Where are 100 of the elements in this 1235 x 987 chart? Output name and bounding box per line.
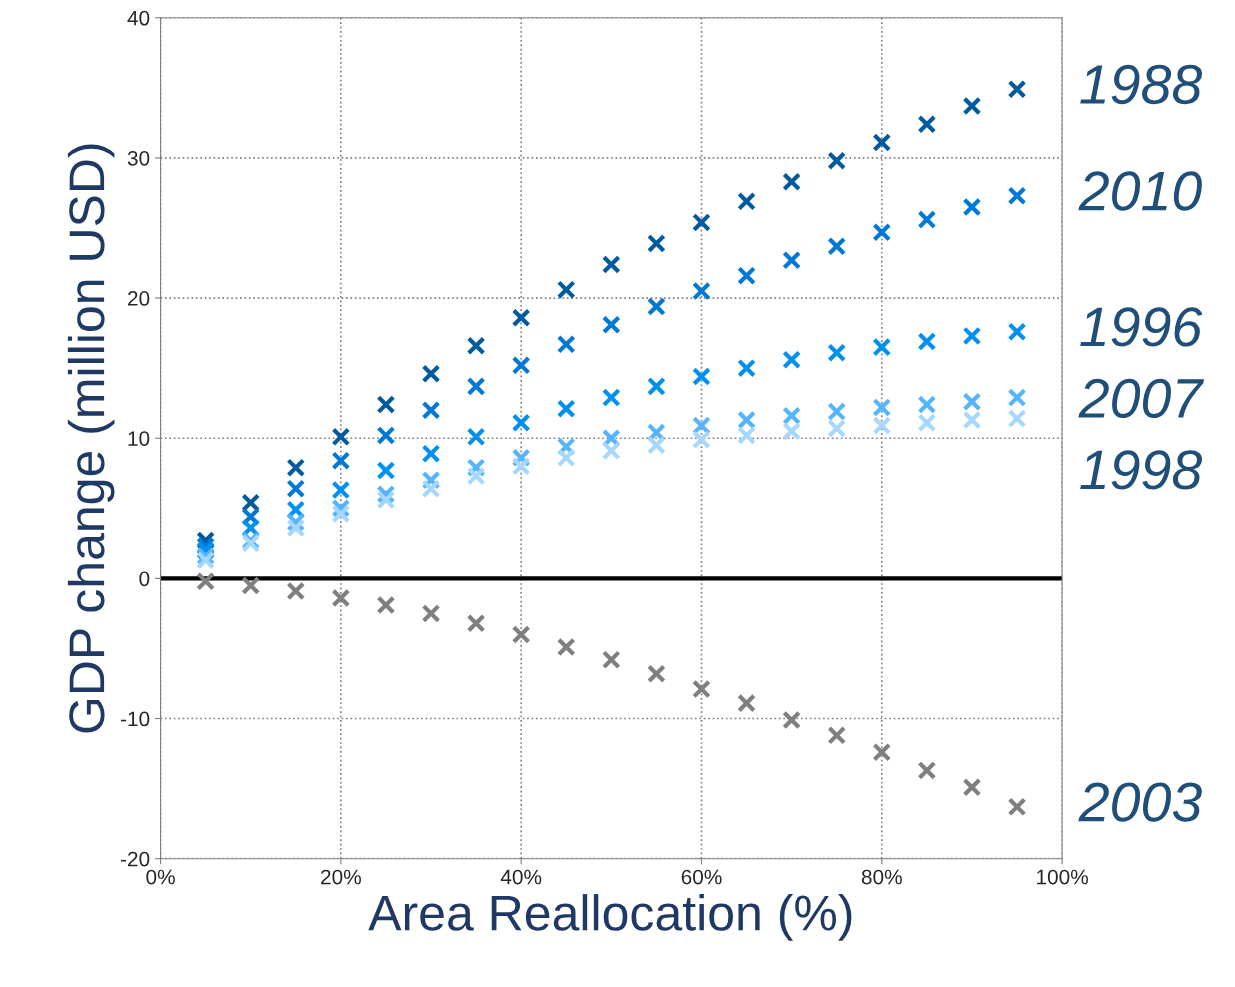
series-label: 1988: [1080, 64, 1203, 105]
point: [827, 236, 847, 256]
point: [827, 725, 847, 745]
point: [1007, 797, 1027, 817]
point: [917, 761, 937, 780]
x-tick-label: 0%: [146, 869, 175, 885]
point: [331, 504, 351, 524]
point: [692, 213, 711, 232]
point: [196, 571, 215, 591]
point: [737, 410, 756, 430]
point: [872, 398, 892, 417]
point: [556, 334, 576, 354]
point: [692, 367, 711, 386]
series-label: 2007: [1078, 378, 1205, 419]
point: [647, 664, 666, 684]
point: [196, 550, 215, 570]
y-tick-label: -20: [120, 851, 150, 867]
point: [827, 343, 847, 363]
point: [737, 426, 756, 445]
point: [511, 625, 531, 644]
point: [331, 588, 351, 608]
point: [511, 355, 531, 375]
point: [601, 315, 621, 335]
point: [647, 297, 666, 316]
point: [601, 650, 621, 670]
point: [1007, 388, 1027, 407]
point: [331, 480, 351, 500]
point: [511, 413, 531, 433]
point: [601, 441, 621, 461]
point: [962, 197, 982, 217]
point: [692, 679, 711, 699]
x-tick-label: 20%: [321, 869, 361, 885]
point: [376, 395, 396, 414]
x-axis-title: Area Reallocation (%): [368, 894, 852, 941]
point: [556, 280, 576, 300]
point: [1007, 186, 1027, 206]
y-tick-label: 30: [127, 150, 150, 166]
point: [331, 427, 351, 447]
y-tick-label: -10: [120, 711, 150, 727]
point: [827, 419, 847, 438]
point: [692, 430, 711, 449]
point: [556, 448, 576, 468]
point: [1007, 409, 1027, 428]
point: [1007, 322, 1027, 342]
point: [466, 427, 486, 447]
point: [737, 358, 756, 378]
point: [331, 451, 351, 471]
point: [241, 493, 261, 513]
point: [737, 693, 756, 713]
point: [782, 406, 802, 426]
point: [782, 250, 802, 270]
point: [782, 350, 802, 370]
point: [962, 96, 982, 116]
point: [376, 426, 396, 445]
point: [782, 172, 802, 192]
y-tick-label: 10: [128, 431, 150, 446]
point: [917, 413, 937, 433]
point: [872, 133, 892, 152]
point: [872, 222, 892, 242]
point: [827, 151, 847, 171]
point: [962, 777, 982, 797]
point: [466, 336, 486, 356]
point: [692, 281, 711, 301]
series-label: 2010: [1078, 171, 1202, 211]
point: [872, 742, 892, 762]
point: [556, 399, 576, 419]
x-tick-label: 60%: [681, 869, 722, 885]
point: [647, 435, 666, 455]
point: [917, 210, 937, 229]
point: [962, 392, 982, 412]
point: [601, 388, 621, 407]
point: [917, 395, 937, 414]
point: [421, 444, 441, 464]
point: [917, 114, 937, 134]
series-label: 2003: [1078, 782, 1202, 822]
y-tick-label: 20: [128, 291, 150, 306]
point: [647, 377, 666, 396]
point: [286, 581, 306, 601]
series-label: 1998: [1080, 450, 1203, 490]
point: [511, 456, 531, 476]
point: [827, 402, 847, 421]
point: [917, 332, 937, 351]
point: [737, 266, 756, 286]
point: [872, 337, 892, 357]
point: [466, 466, 486, 486]
point: [962, 326, 982, 346]
point: [376, 490, 396, 510]
point: [511, 308, 531, 328]
point: [376, 461, 396, 480]
point: [962, 410, 982, 430]
x-tick-label: 80%: [861, 869, 902, 885]
point: [466, 377, 486, 396]
y-tick-label: 0: [139, 571, 150, 587]
point: [647, 234, 666, 253]
point: [286, 458, 306, 478]
point: [286, 518, 306, 538]
x-tick-label: 100%: [1037, 869, 1088, 885]
point: [466, 613, 486, 633]
point: [421, 479, 441, 499]
point: [737, 191, 756, 211]
